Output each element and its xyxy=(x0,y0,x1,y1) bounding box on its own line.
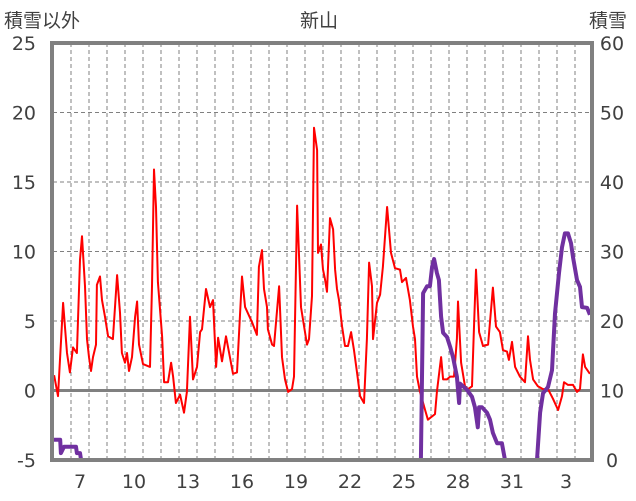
x-tick-label: 28 xyxy=(446,471,470,493)
snow-depth-line xyxy=(53,231,592,462)
left-axis-title: 積雪以外 xyxy=(4,10,81,32)
other-series-line xyxy=(53,126,591,421)
right-tick-label: 0 xyxy=(606,450,618,472)
right-tick-label: 40 xyxy=(600,172,624,194)
right-tick-label: 50 xyxy=(600,103,624,125)
right-axis-title: 積雪 xyxy=(589,10,628,32)
right-tick-label: 60 xyxy=(600,33,624,55)
x-tick-label: 10 xyxy=(122,471,146,493)
x-tick-label: 13 xyxy=(176,471,200,493)
left-tick-label: 15 xyxy=(12,172,36,194)
x-tick-label: 7 xyxy=(74,471,86,493)
right-tick-label: 10 xyxy=(600,381,624,403)
left-tick-label: 10 xyxy=(12,242,36,264)
x-tick-label: 16 xyxy=(230,471,254,493)
x-tick-label: 31 xyxy=(500,471,524,493)
left-tick-label: 20 xyxy=(12,103,36,125)
left-tick-label: -5 xyxy=(17,450,36,472)
plot-frame xyxy=(50,41,594,462)
x-tick-label: 19 xyxy=(284,471,308,493)
right-tick-label: 30 xyxy=(600,242,624,264)
left-tick-label: 5 xyxy=(24,311,36,333)
right-tick-label: 20 xyxy=(600,311,624,333)
left-tick-label: 25 xyxy=(12,33,36,55)
x-tick-label: 3 xyxy=(560,471,572,493)
left-tick-label: 0 xyxy=(24,381,36,403)
x-tick-label: 25 xyxy=(392,471,416,493)
chart-title: 新山 xyxy=(300,10,339,32)
x-tick-label: 22 xyxy=(338,471,362,493)
